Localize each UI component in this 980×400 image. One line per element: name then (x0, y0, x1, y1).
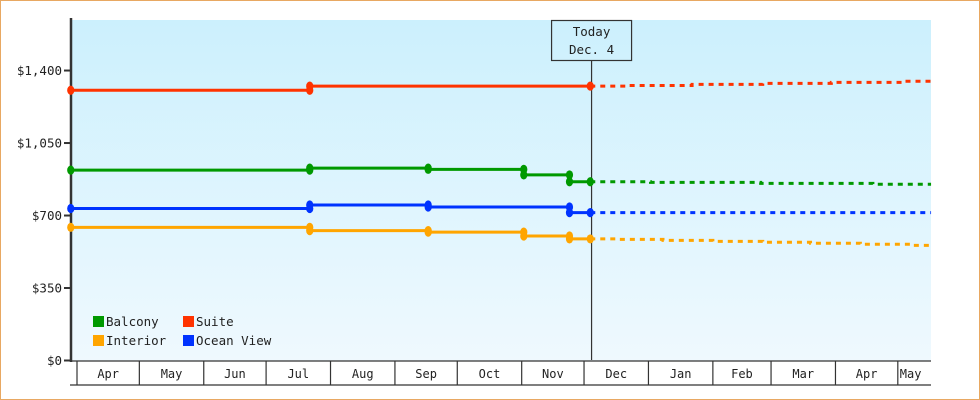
y-tick-label: $350 (32, 281, 62, 296)
y-tick-label: $1,400 (17, 63, 62, 78)
balcony-forecast-line (590, 180, 932, 186)
data-point-marker (565, 170, 574, 180)
legend-label-suite: Suite (196, 314, 234, 329)
data-point-marker (306, 226, 314, 236)
legend: Balcony Suite Interior Ocean View (93, 314, 272, 348)
series-ocean-view (67, 200, 932, 218)
today-marker: Today Dec. 4 (550, 19, 633, 360)
month-label: Apr (97, 367, 119, 381)
legend-swatch-balcony (93, 316, 104, 327)
month-label: Jul (287, 367, 309, 381)
data-point-marker (586, 81, 594, 91)
series-balcony (67, 163, 932, 187)
data-point-marker (67, 203, 75, 214)
legend-label-interior: Interior (106, 333, 167, 348)
data-point-marker (424, 202, 432, 212)
series-lines (67, 79, 932, 247)
legend-swatch-interior (93, 335, 104, 346)
legend-label-ocean-view: Ocean View (196, 333, 272, 348)
month-label: Apr (856, 367, 878, 381)
series-interior (67, 222, 932, 247)
data-point-marker (520, 231, 528, 241)
legend-label-balcony: Balcony (106, 314, 159, 329)
interior-forecast-line (590, 237, 932, 247)
data-point-marker (67, 85, 75, 95)
month-label: Mar (792, 367, 814, 381)
month-label: Feb (731, 367, 753, 381)
month-label: Nov (542, 367, 564, 381)
month-label: Dec (605, 367, 627, 381)
y-axis: $0 $350 $700 $1,050 $1,400 (17, 18, 73, 368)
legend-swatch-suite (183, 316, 194, 327)
y-tick-label: $700 (32, 208, 62, 223)
y-tick-label: $1,050 (17, 136, 62, 151)
data-point-marker (586, 208, 594, 218)
suite-forecast-line (590, 79, 932, 88)
data-point-marker (520, 170, 528, 180)
month-label: Jan (670, 367, 692, 381)
data-point-marker (306, 81, 314, 91)
data-point-marker (67, 222, 75, 232)
month-label: Jun (224, 367, 246, 381)
month-label: Sep (415, 367, 437, 381)
x-axis-months: Apr May Jun Jul Aug Sep Oct Nov Dec Jan Feb Mar Apr M… (70, 360, 931, 386)
series-suite (67, 79, 932, 95)
data-point-marker (586, 234, 594, 244)
legend-swatch-ocean-view (183, 335, 194, 346)
data-point-marker (565, 234, 574, 244)
today-date: Dec. 4 (569, 42, 614, 57)
today-label: Today (573, 24, 611, 39)
month-label: Oct (479, 367, 501, 381)
data-point-marker (586, 177, 594, 187)
data-point-marker (67, 165, 75, 175)
month-label: May (900, 367, 922, 381)
data-point-marker (424, 227, 432, 237)
data-point-marker (565, 208, 574, 218)
data-point-marker (306, 200, 314, 210)
data-point-marker (424, 164, 432, 174)
y-tick-label: $0 (47, 353, 62, 368)
plot-area (71, 20, 931, 361)
month-label: May (161, 367, 183, 381)
data-point-marker (565, 177, 574, 187)
today-box (550, 19, 633, 62)
month-label: Aug (352, 367, 374, 381)
data-point-marker (306, 163, 314, 173)
